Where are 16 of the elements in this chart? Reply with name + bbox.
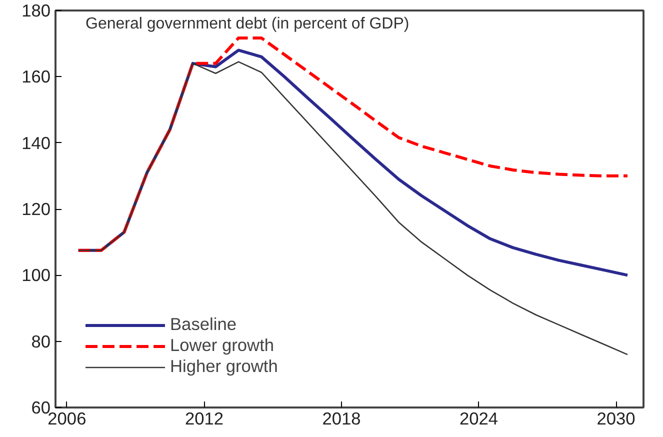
line-series <box>76 36 629 252</box>
legend-label: Baseline <box>170 314 236 335</box>
y-tick-label: 160 <box>22 66 51 87</box>
y-tick-label: 100 <box>22 265 51 286</box>
y-tick-label: 120 <box>22 199 51 219</box>
y-tick-label: 80 <box>31 331 51 352</box>
y-tick-label: 140 <box>22 132 51 153</box>
x-tick-label: 2024 <box>459 408 498 428</box>
legend-label: Higher growth <box>170 356 278 377</box>
line-series <box>78 61 628 356</box>
y-tick-label: 180 <box>22 0 51 20</box>
x-tick-label: 2018 <box>322 408 361 428</box>
chart-title: General government debt (in percent of GDP) <box>86 16 410 32</box>
x-tick-label: 2012 <box>184 408 224 428</box>
x-tick-label: 2030 <box>596 408 636 428</box>
legend-label: Lower growth <box>170 335 274 356</box>
